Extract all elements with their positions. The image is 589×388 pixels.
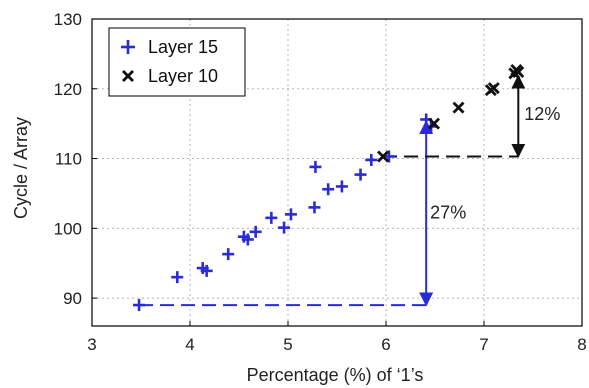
legend-label-layer-15: Layer 15 [148,37,218,57]
annotation-12-percent: 12% [524,104,560,124]
data-point-layer-15 [133,299,146,312]
legend-marker-layer-15 [121,40,135,54]
plot-frame [91,18,583,327]
y-tick-label: 130 [54,10,82,29]
x-tick-label: 8 [577,335,586,354]
data-point-layer-15 [308,201,321,214]
data-points [133,63,525,312]
legend-plus-marker [121,40,135,54]
y-tick-label: 90 [63,289,82,308]
data-point-layer-15 [249,225,262,238]
annotations: 27% 12% [139,74,560,307]
data-point-layer-10 [487,82,500,95]
axis-ticks: 3 4 5 6 7 8 90 100 110 120 130 [54,10,587,354]
data-point-layer-15 [365,153,378,166]
data-point-layer-15 [322,183,335,196]
marker-stroke [428,117,441,130]
annotation-27-percent: 27% [430,202,466,222]
x-tick-label: 5 [283,335,292,354]
y-axis-label: Cycle / Array [11,117,31,219]
legend: Layer 15 Layer 10 [108,27,246,97]
legend-marker-layer-10 [122,70,134,82]
x-axis-label: Percentage (%) of ‘1’s [247,365,424,385]
data-point-layer-15 [171,271,184,284]
data-point-layer-10 [452,101,465,114]
marker-stroke [122,70,134,82]
data-point-layer-15 [222,248,235,261]
marker-stroke [452,101,465,114]
data-point-layer-15 [284,208,297,221]
x-tick-label: 3 [87,335,96,354]
marker-stroke [377,150,390,163]
data-point-layer-15 [241,233,254,246]
legend-box [108,27,246,97]
data-point-layer-10 [428,117,441,130]
y-tick-label: 110 [55,150,82,169]
marker-stroke [512,66,525,79]
data-point-layer-15 [200,264,213,277]
data-point-layer-15 [309,160,322,173]
legend-x-marker [122,70,134,82]
x-tick-label: 7 [479,335,488,354]
data-point-layer-15 [265,211,278,224]
data-point-layer-10 [512,66,525,79]
data-point-layer-15 [278,221,291,234]
data-point-layer-15 [354,168,367,181]
y-tick-label: 120 [54,80,82,99]
data-point-layer-15 [335,180,348,193]
x-tick-label: 6 [381,335,390,354]
x-tick-label: 4 [185,335,194,354]
grid-lines [92,19,582,326]
marker-stroke [487,82,500,95]
data-point-layer-10 [377,150,390,163]
y-tick-label: 100 [54,219,82,238]
legend-label-layer-10: Layer 10 [148,66,218,86]
